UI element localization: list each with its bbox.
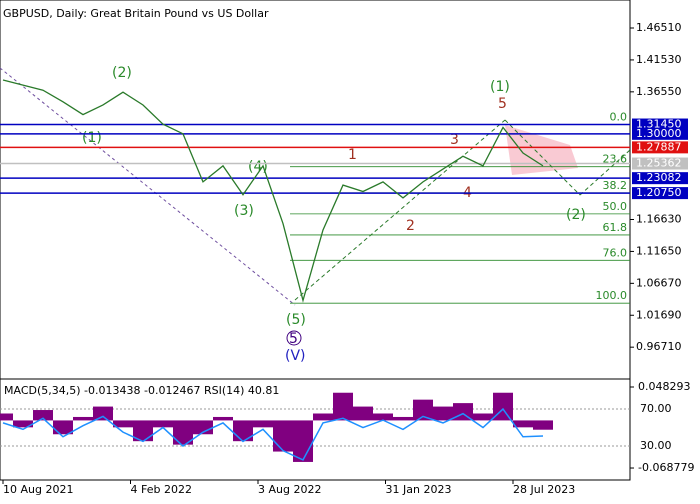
fib-label: 100.0 (596, 289, 628, 302)
macd-bar (513, 420, 533, 428)
macd-bar (413, 399, 433, 421)
plot-frame (0, 0, 631, 481)
fib-label: 38.2 (603, 179, 628, 192)
y-tick-label: 1.16630 (636, 213, 682, 226)
y-tick-label: 1.41530 (636, 53, 682, 66)
x-tick-label: 28 Jul 2023 (513, 483, 575, 496)
macd-bar (0, 413, 13, 421)
fib-label: 61.8 (603, 221, 628, 234)
level-label: 1.31450 (636, 118, 682, 131)
macd-bar (33, 410, 53, 421)
rsi-line (2, 407, 544, 461)
level-tag (632, 172, 688, 185)
level-tag (632, 141, 688, 154)
macd-bar (333, 392, 353, 421)
y-tick-label: 1.06670 (636, 276, 682, 289)
rsi-tick-label: 70.00 (640, 402, 672, 415)
macd-bar (133, 420, 153, 442)
macd-bar (293, 420, 313, 462)
fib-label: 76.0 (603, 246, 628, 259)
level-tag (632, 118, 688, 131)
wave-label: 3 (450, 132, 459, 148)
rsi-tick-label: 30.00 (640, 439, 672, 452)
wave-label: 1 (348, 147, 357, 163)
macd-tick-label: 0.048293 (638, 380, 691, 393)
macd-bar (233, 420, 253, 442)
macd-bar (113, 420, 133, 428)
macd-bar (373, 413, 393, 421)
indicator-label: MACD(5,34,5) -0.013438 -0.012467 RSI(14)… (4, 384, 279, 397)
trend-line (504, 119, 581, 196)
macd-bar (473, 413, 493, 421)
fib-label: 23.6 (603, 153, 628, 166)
wave-label: 2 (406, 218, 415, 234)
level-tag (632, 187, 688, 200)
y-tick-label: 1.46510 (636, 21, 682, 34)
macd-bar (93, 406, 113, 421)
macd-bar (213, 416, 233, 421)
wave-circle (286, 330, 302, 346)
macd-bar (73, 416, 93, 421)
macd-bar (393, 416, 413, 421)
level-label: 1.20750 (636, 186, 682, 199)
wave-label: (5) (286, 312, 306, 328)
y-tick-label: 1.36550 (636, 85, 682, 98)
wave-label: 5 (498, 96, 507, 112)
wave-label: 5 (289, 331, 298, 347)
y-tick-label: 1.11650 (636, 244, 682, 257)
level-label: 1.25362 (636, 157, 682, 170)
level-label: 1.23082 (636, 171, 682, 184)
macd-bar (433, 406, 453, 421)
price-line (2, 79, 544, 303)
macd-bar (193, 420, 213, 435)
fib-label: 0.0 (610, 111, 628, 124)
wave-label: (V) (285, 348, 306, 364)
chart-title: GBPUSD, Daily: Great Britain Pound vs US… (3, 7, 269, 20)
wave-label: (2) (112, 65, 132, 81)
wave-label: (3) (234, 203, 254, 219)
y-tick-label: 0.96710 (636, 340, 682, 353)
macd-bar (253, 420, 273, 428)
macd-bar (13, 420, 33, 428)
macd-bar (153, 420, 173, 428)
macd-bar (53, 420, 73, 435)
x-tick-label: 4 Feb 2022 (131, 483, 192, 496)
wave-label: (2) (566, 207, 586, 223)
wave-label: (1) (82, 130, 102, 146)
x-tick-label: 10 Aug 2021 (3, 483, 73, 496)
level-label: 1.27887 (636, 140, 682, 153)
fib-label: 50.0 (603, 200, 628, 213)
x-tick-label: 3 Aug 2022 (258, 483, 321, 496)
level-label: 1.30000 (636, 127, 682, 140)
macd-bar (313, 413, 333, 421)
level-tag (632, 127, 688, 140)
projection-box (505, 125, 578, 175)
wave-label: (1) (490, 79, 510, 95)
y-tick-label: 1.01690 (636, 308, 682, 321)
trend-line (579, 149, 631, 196)
macd-bar (173, 420, 193, 445)
macd-bar (353, 406, 373, 421)
x-tick-label: 31 Jan 2023 (386, 483, 452, 496)
macd-tick-label: -0.068779 (638, 461, 694, 474)
macd-bar (273, 420, 293, 452)
level-tag (632, 157, 688, 170)
macd-bar (533, 420, 553, 430)
